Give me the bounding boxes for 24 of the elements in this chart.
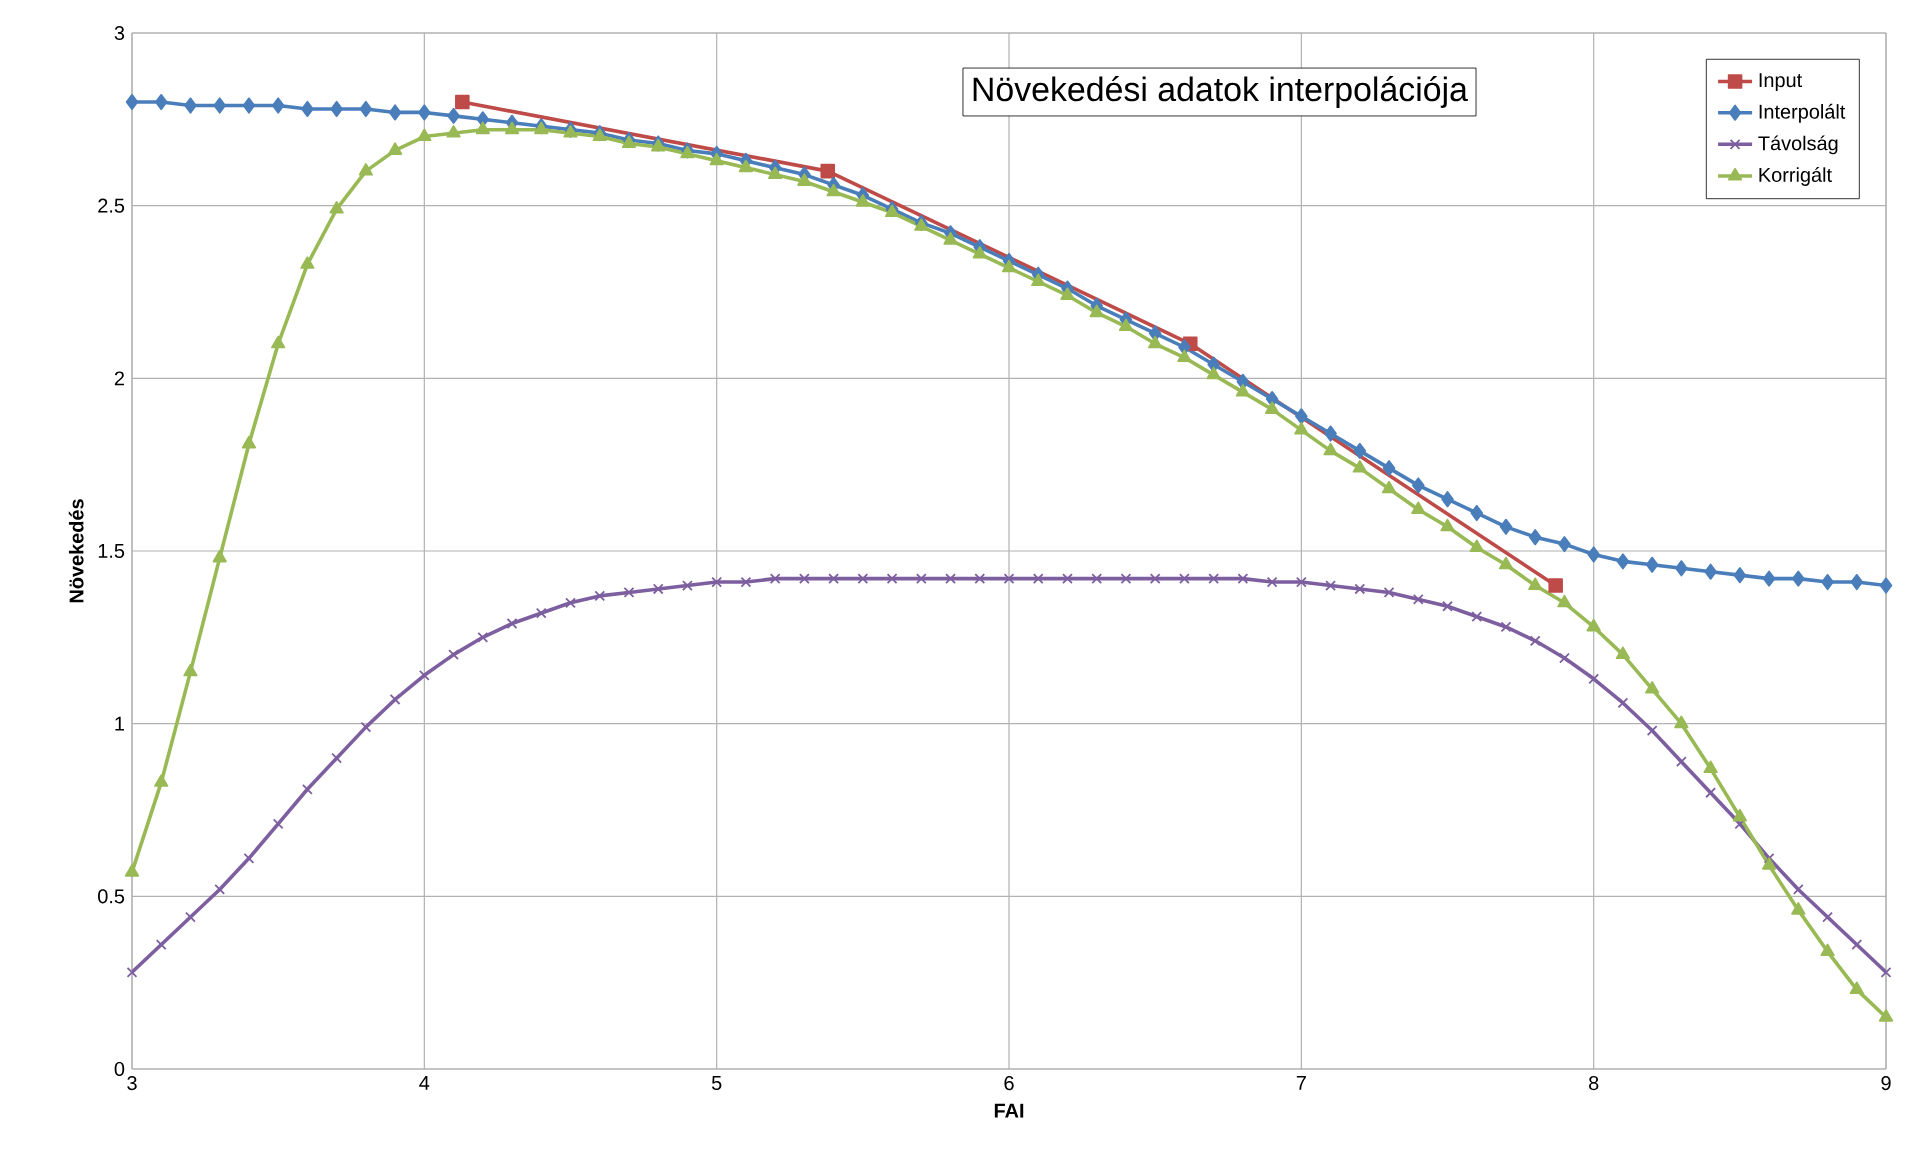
- point: [455, 94, 470, 110]
- y-tick-label: 2: [114, 371, 124, 386]
- x-axis-title: FAI: [994, 1103, 1024, 1118]
- point: [1548, 578, 1563, 593]
- y-tick-label: 1.5: [98, 544, 125, 558]
- x-tick-label: 9: [1881, 1076, 1891, 1091]
- x-tick-label: 5: [711, 1076, 722, 1090]
- y-tick-label: 0.5: [98, 889, 125, 904]
- x-tick-label: 8: [1589, 1076, 1599, 1091]
- legend-label: Távolság: [1758, 135, 1838, 155]
- x-tick-label: 3: [127, 1076, 137, 1091]
- point: [820, 163, 836, 179]
- y-tick-label: 1: [115, 716, 124, 731]
- legend-label: Korrigált: [1759, 167, 1832, 186]
- y-tick-label: 3: [114, 25, 125, 41]
- x-tick-label: 6: [1004, 1076, 1014, 1091]
- y-tick-label: 2.5: [98, 198, 125, 213]
- legend-label: Input: [1759, 73, 1803, 92]
- y-axis-title: Növekedés: [68, 499, 84, 603]
- text: Növekedési adatok interpolációja: [973, 76, 1468, 108]
- x-tick-label: 7: [1296, 1076, 1306, 1090]
- legend-label: Interpolált: [1759, 103, 1846, 123]
- y-tick-label: 0: [114, 1061, 125, 1077]
- x-tick-label: 4: [419, 1076, 430, 1090]
